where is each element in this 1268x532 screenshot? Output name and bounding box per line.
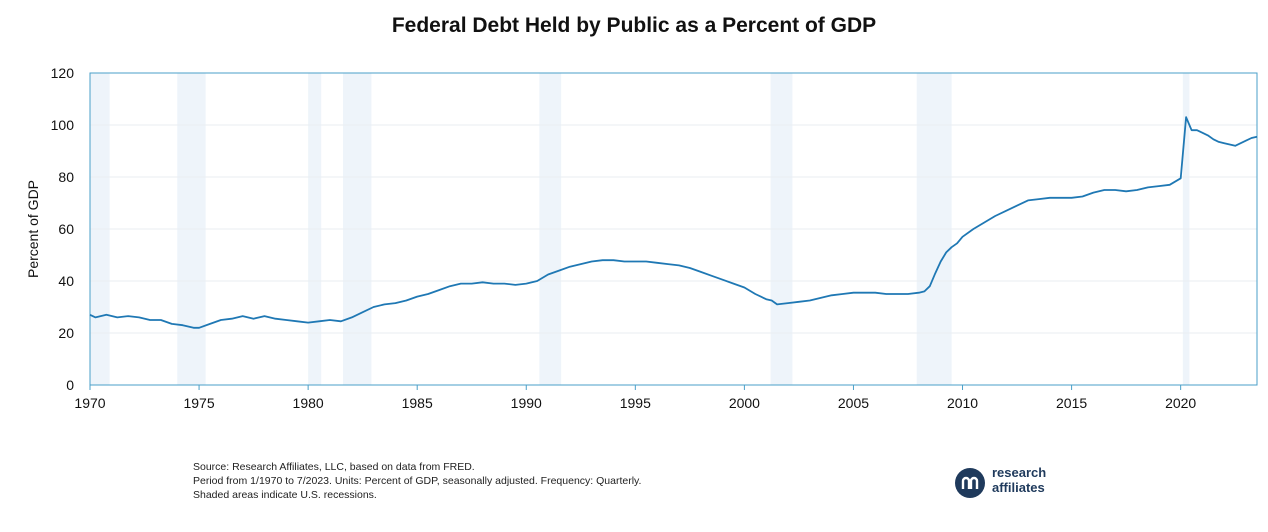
logo-word-research: research — [992, 465, 1047, 480]
research-affiliates-logo: research affiliates — [955, 465, 1075, 505]
x-tick-label: 2020 — [1165, 395, 1196, 411]
series-line — [89, 116, 1258, 329]
x-tick-label: 2000 — [729, 395, 760, 411]
y-tick-label: 60 — [58, 221, 74, 237]
x-tick-label: 1985 — [402, 395, 433, 411]
y-tick-label: 120 — [51, 65, 75, 81]
period-note: Period from 1/1970 to 7/2023. Units: Per… — [193, 475, 642, 487]
y-axis-label: Percent of GDP — [25, 180, 41, 278]
plot-frame — [89, 72, 1258, 386]
logo-text: research affiliates — [992, 465, 1046, 495]
x-tick-label: 1995 — [620, 395, 651, 411]
y-tick-label: 20 — [58, 325, 74, 341]
source-note: Source: Research Affiliates, LLC, based … — [193, 461, 475, 473]
x-tick-label: 1970 — [74, 395, 105, 411]
x-tick-label: 1975 — [183, 395, 214, 411]
recession-note: Shaded areas indicate U.S. recessions. — [193, 489, 377, 501]
x-tick-label: 1990 — [511, 395, 542, 411]
ytick-layer: 0 20 40 60 80 100 120 — [51, 65, 75, 393]
y-tick-label: 40 — [58, 273, 74, 289]
y-tick-label: 100 — [51, 117, 75, 133]
y-tick-label: 0 — [66, 377, 74, 393]
logo-word-affiliates: affiliates — [992, 480, 1045, 495]
x-tick-label: 2005 — [838, 395, 869, 411]
source-notes: Source: Research Affiliates, LLC, based … — [193, 460, 641, 502]
x-tick-label: 2010 — [947, 395, 978, 411]
research-affiliates-logo-icon — [955, 468, 985, 498]
chart-title: Federal Debt Held by Public as a Percent… — [391, 14, 877, 37]
xtick-layer: 1970 1975 1980 1985 1990 1995 2000 2005 2010 2015… — [74, 385, 1196, 411]
x-tick-label: 1980 — [293, 395, 324, 411]
x-tick-label: 2015 — [1056, 395, 1087, 411]
y-tick-label: 80 — [58, 169, 74, 185]
grid-layer — [90, 124, 1257, 334]
